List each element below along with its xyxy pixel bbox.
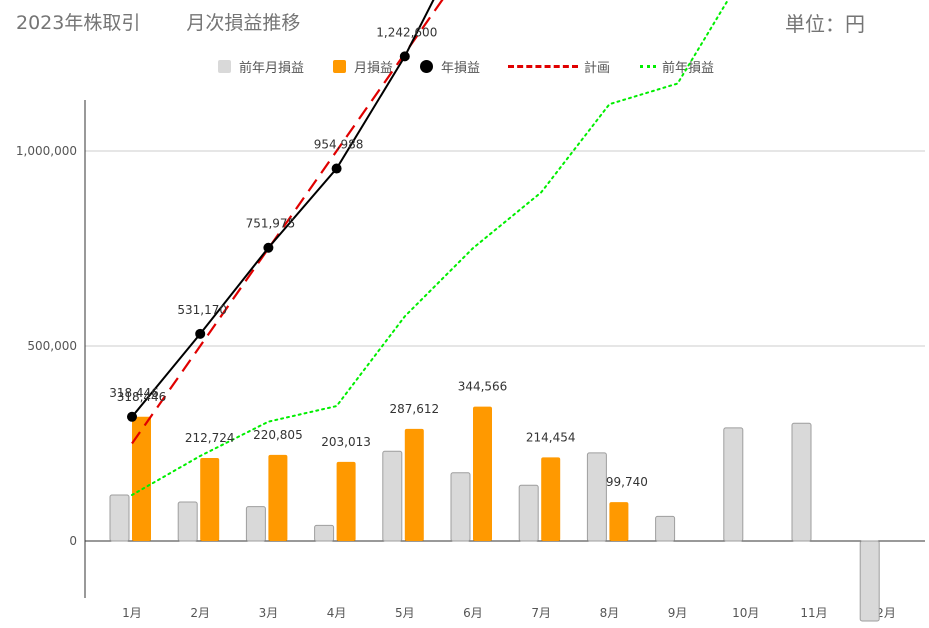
data-label-year: 751,975 xyxy=(246,217,296,231)
x-tick-label: 5月 xyxy=(395,606,415,620)
y-tick-label: 1,000,000 xyxy=(16,144,77,158)
data-label-month: 220,805 xyxy=(253,428,303,442)
x-tick-label: 3月 xyxy=(259,606,279,620)
legend-label-year: 年損益 xyxy=(441,60,481,76)
data-label-month: 99,740 xyxy=(606,475,648,489)
bar-prev-month xyxy=(109,494,130,542)
legend-label-plan: 計画 xyxy=(584,60,611,76)
bar-month xyxy=(404,428,424,541)
bar-month xyxy=(268,454,288,541)
chart-header: 2023年株取引 月次損益推移 単位：円 xyxy=(0,0,929,45)
data-label-month: 203,013 xyxy=(321,435,371,449)
x-tick-label: 2月 xyxy=(190,606,210,620)
bar-month xyxy=(132,416,151,541)
data-label-year: 954,988 xyxy=(314,138,364,152)
line-plan xyxy=(131,0,444,445)
x-tick-label: 6月 xyxy=(463,606,483,620)
bar-prev-month xyxy=(314,524,335,542)
bar-prev-month xyxy=(177,501,198,542)
bar-month xyxy=(336,461,356,541)
data-label-month: 212,724 xyxy=(185,431,235,445)
y-tick-label: 500,000 xyxy=(27,339,77,353)
point-year xyxy=(263,242,274,253)
point-year xyxy=(331,163,342,174)
legend-label-month: 月損益 xyxy=(354,60,394,76)
unit-label: 単位：円 xyxy=(785,12,865,36)
legend-swatch-plan xyxy=(508,64,578,68)
x-tick-label: 8月 xyxy=(600,606,620,620)
bar-prev-month xyxy=(655,515,676,542)
bar-prev-month xyxy=(791,422,812,542)
legend-item-year[interactable]: 年損益 xyxy=(420,56,480,76)
legend-item-month[interactable]: 月損益 xyxy=(333,56,393,76)
x-tick-label: 7月 xyxy=(531,606,551,620)
legend-label-prev-month: 前年月損益 xyxy=(239,60,305,76)
x-tick-label: 9月 xyxy=(668,606,688,620)
bar-prev-month xyxy=(723,427,744,542)
legend-swatch-month xyxy=(333,59,346,73)
data-label-month: 214,454 xyxy=(526,430,576,444)
legend-item-prev-month[interactable]: 前年月損益 xyxy=(218,56,304,76)
bar-month xyxy=(609,502,629,541)
legend-swatch-prev-month xyxy=(218,59,231,73)
title-year-label: 2023年株取引 xyxy=(16,12,141,34)
line-year xyxy=(131,0,435,418)
chart-title: 2023年株取引 月次損益推移 xyxy=(16,8,300,35)
data-label-year: 1,242,600 xyxy=(376,25,437,39)
bar-prev-month xyxy=(518,484,539,542)
point-year xyxy=(127,411,137,422)
x-tick-label: 11月 xyxy=(800,606,827,620)
bar-month xyxy=(473,406,492,541)
chart-legend: 前年月損益 月損益 年損益 計画 前年損益 xyxy=(0,56,929,76)
data-label-year: 531,170 xyxy=(177,303,227,317)
point-year xyxy=(399,51,410,62)
legend-swatch-year xyxy=(420,59,433,73)
line-prev-year xyxy=(131,0,730,496)
data-label-month: 344,566 xyxy=(458,380,508,394)
bar-month xyxy=(200,458,220,541)
bar-prev-month xyxy=(382,450,403,542)
data-label-month: 287,612 xyxy=(389,402,439,416)
x-tick-label: 10月 xyxy=(732,606,759,620)
bar-prev-month xyxy=(245,506,266,542)
x-tick-label: 1月 xyxy=(122,606,142,620)
bar-month xyxy=(541,457,561,541)
bar-prev-month xyxy=(586,452,607,542)
legend-item-prev-year[interactable]: 前年損益 xyxy=(640,56,714,76)
legend-item-plan[interactable]: 計画 xyxy=(508,56,610,76)
title-subtitle: 月次損益推移 xyxy=(186,12,301,34)
data-label-year: 318,446 xyxy=(109,386,159,400)
legend-label-prev-year: 前年損益 xyxy=(662,60,715,76)
y-tick-label: 0 xyxy=(69,534,77,548)
x-tick-label: 4月 xyxy=(327,606,347,620)
legend-swatch-prev-year xyxy=(640,64,656,68)
data-label-month: 318,446 xyxy=(117,390,167,404)
bar-prev-month xyxy=(450,472,471,542)
point-year xyxy=(195,328,206,339)
bar-prev-month xyxy=(859,540,880,622)
